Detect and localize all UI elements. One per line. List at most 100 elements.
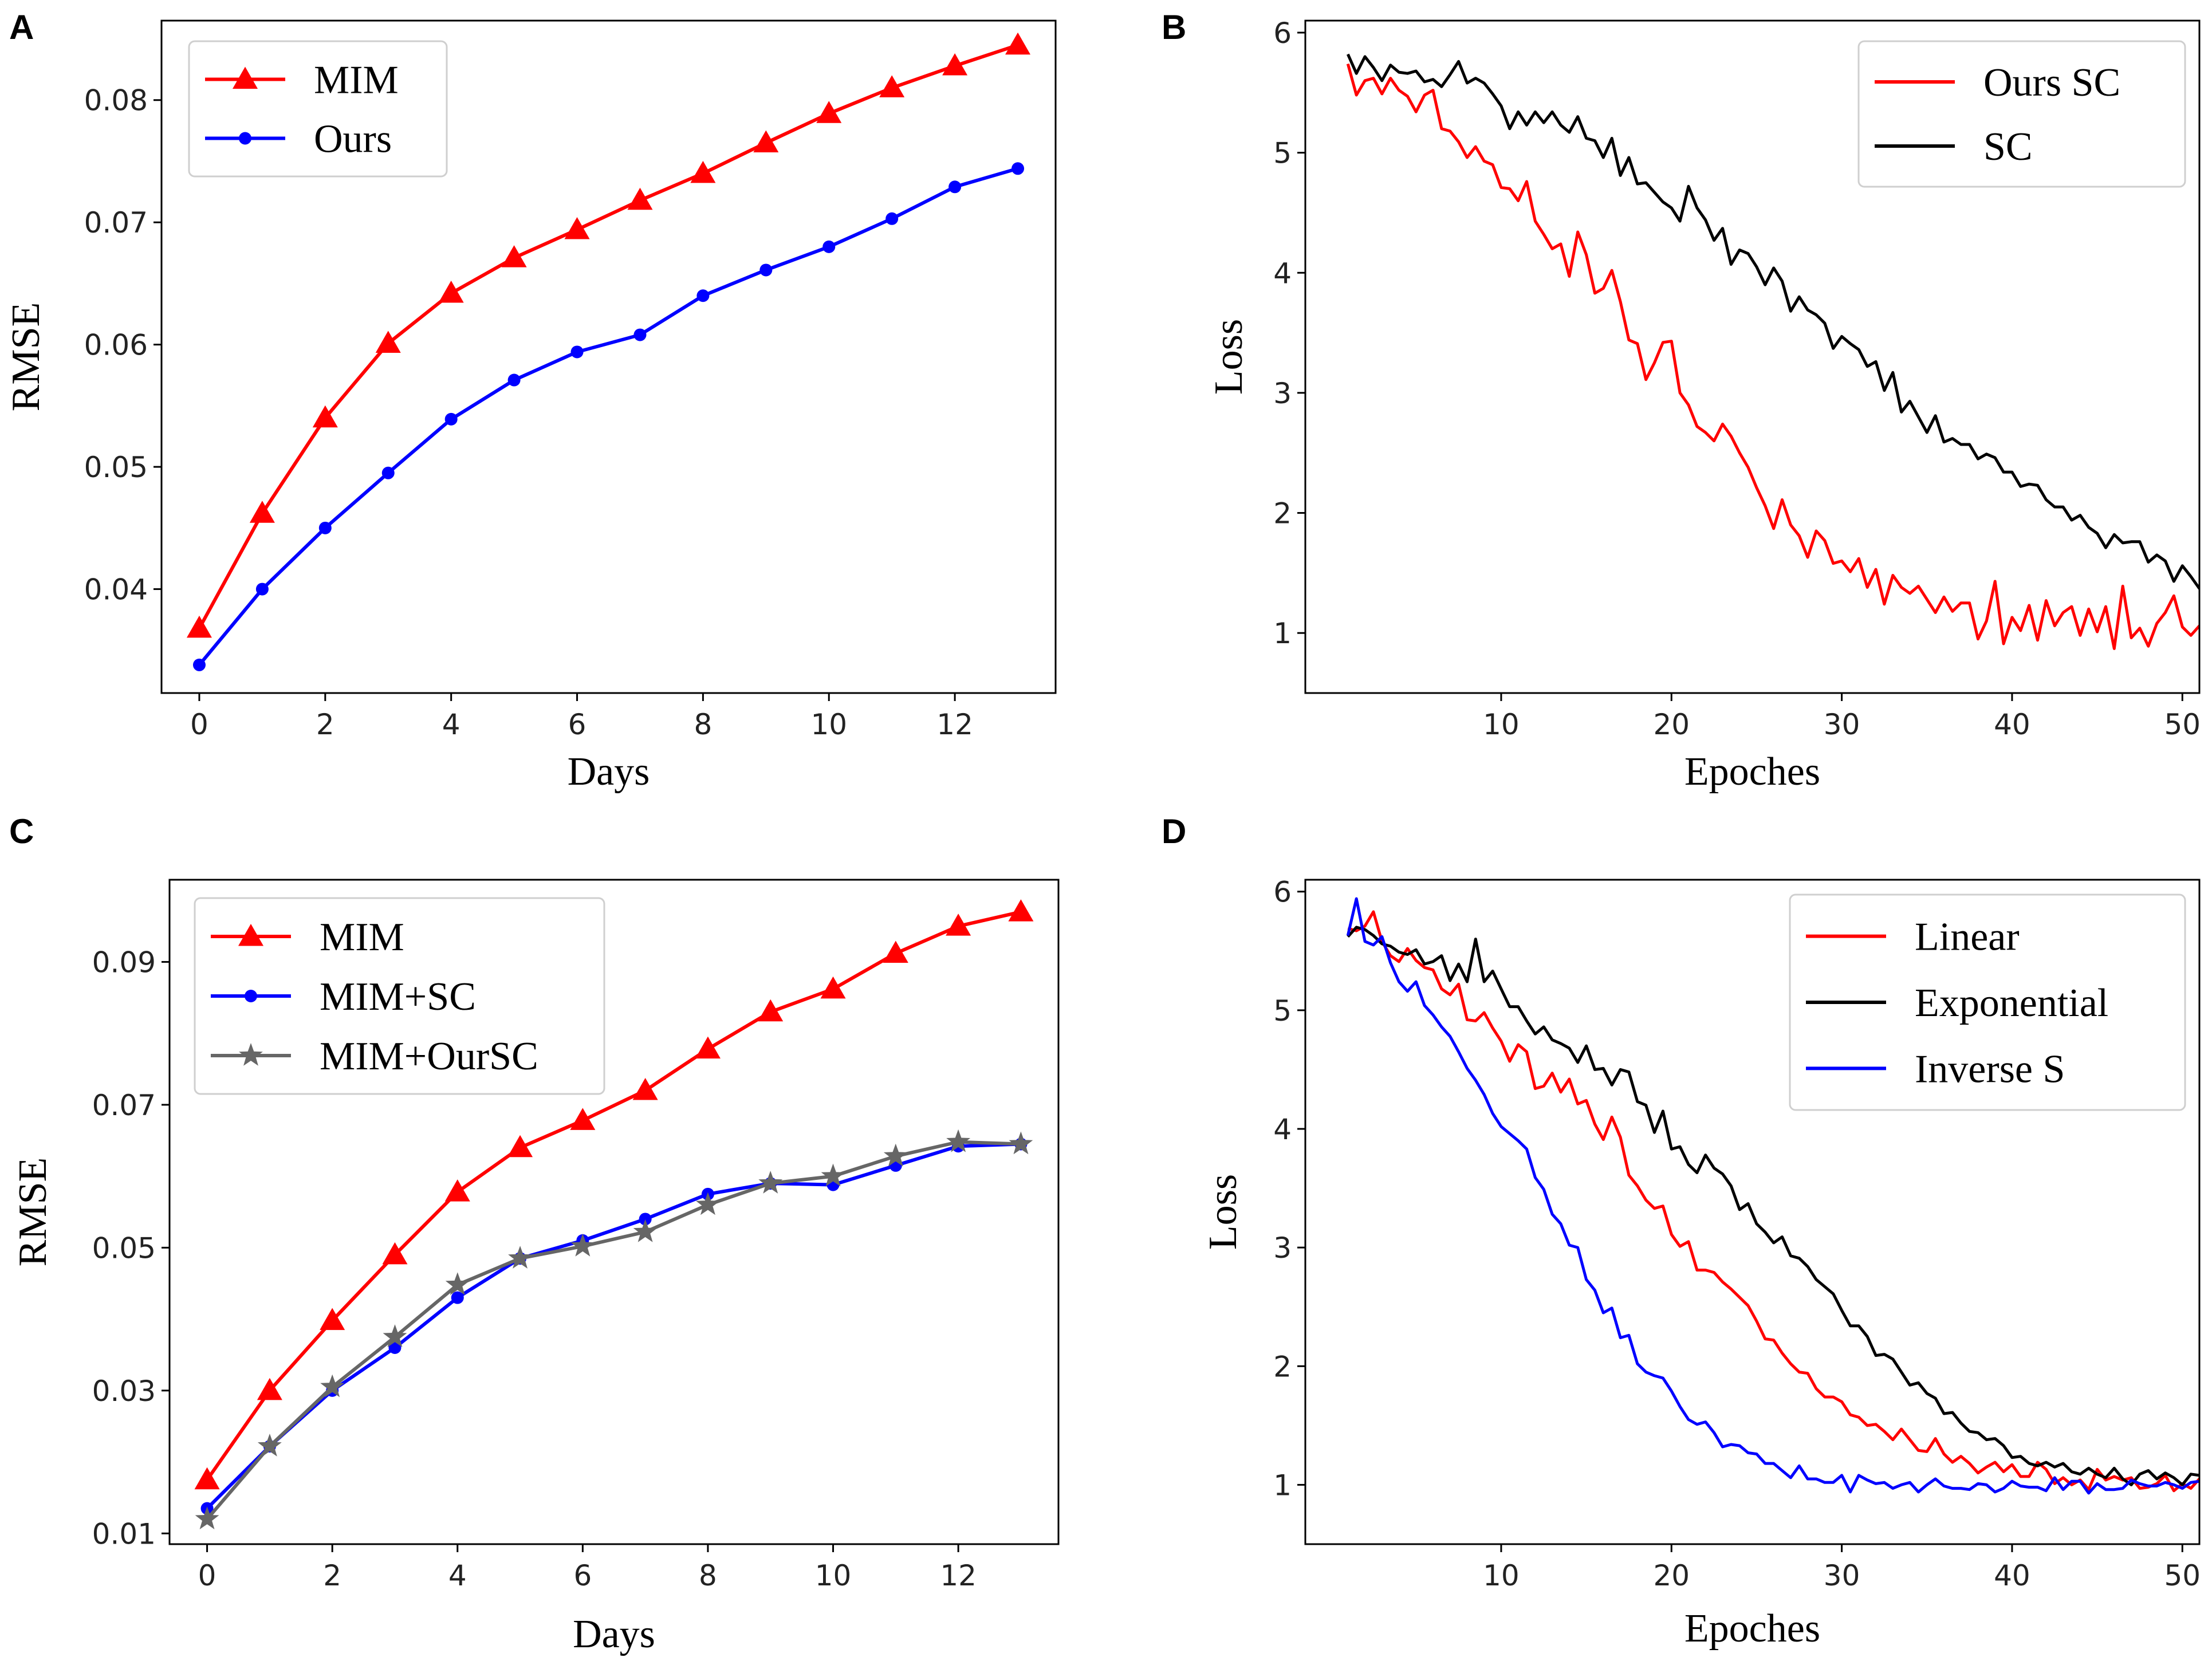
legend: MIM MIM+SC MIM+OurSC bbox=[194, 897, 605, 1095]
plot-frame bbox=[160, 19, 1057, 694]
data-point bbox=[759, 263, 773, 277]
x-tick-label: 8 bbox=[699, 1559, 717, 1592]
series-ours-sc bbox=[1346, 63, 2199, 650]
legend-box bbox=[194, 897, 605, 1095]
series-ours bbox=[192, 162, 1025, 671]
x-tick-label: 2 bbox=[323, 1559, 341, 1592]
legend-marker bbox=[239, 1043, 263, 1066]
data-point bbox=[570, 1108, 596, 1130]
data-point bbox=[320, 1374, 345, 1398]
x-tick-label: 10 bbox=[1483, 1559, 1520, 1592]
data-point bbox=[639, 1213, 652, 1226]
data-point bbox=[633, 328, 647, 341]
data-point bbox=[1009, 1131, 1033, 1155]
y-tick-label: 3 bbox=[1273, 1231, 1292, 1265]
x-tick-label: 40 bbox=[1994, 1559, 2030, 1592]
data-point bbox=[942, 53, 968, 76]
data-point bbox=[885, 212, 899, 225]
x-tick-label: 0 bbox=[190, 708, 208, 741]
legend-label: MIM bbox=[320, 915, 404, 959]
x-tick-label: 50 bbox=[2164, 1559, 2201, 1592]
data-point bbox=[507, 1135, 533, 1158]
panel-letter: A bbox=[9, 8, 34, 46]
data-point bbox=[320, 1308, 345, 1331]
series-line bbox=[1347, 53, 2199, 591]
y-tick-label: 6 bbox=[1273, 17, 1292, 50]
legend-marker bbox=[233, 66, 258, 89]
y-tick-label: 0.05 bbox=[92, 1231, 156, 1265]
data-point bbox=[879, 75, 905, 97]
data-point bbox=[758, 1171, 783, 1194]
y-tick-label: 0.07 bbox=[84, 206, 148, 239]
y-tick-label: 4 bbox=[1273, 257, 1292, 290]
x-axis-label: Epoches bbox=[1684, 1607, 1820, 1651]
data-point bbox=[445, 1272, 470, 1295]
panel-letter: C bbox=[9, 812, 34, 851]
data-point bbox=[695, 1036, 721, 1059]
y-tick-label: 0.08 bbox=[84, 84, 148, 117]
series-sc bbox=[1347, 53, 2199, 591]
series-line bbox=[1347, 926, 2199, 1486]
y-axis-label: Loss bbox=[1201, 1174, 1245, 1250]
x-tick-label: 2 bbox=[316, 708, 334, 741]
x-tick-label: 0 bbox=[198, 1559, 217, 1592]
x-tick-label: 10 bbox=[1483, 708, 1520, 741]
x-tick-label: 4 bbox=[442, 708, 460, 741]
y-tick-label: 0.07 bbox=[92, 1089, 156, 1122]
y-tick-label: 2 bbox=[1273, 1350, 1292, 1383]
data-point bbox=[255, 582, 269, 596]
x-tick-label: 30 bbox=[1824, 1559, 1860, 1592]
data-point bbox=[382, 1242, 408, 1265]
data-point bbox=[388, 1341, 402, 1354]
data-point bbox=[312, 405, 338, 428]
data-point bbox=[946, 1129, 971, 1152]
chart-panel-a: A 0 2 4 6 8 10 12 0.04 0.05 0.06 0.07 0.08 Days RMSE MI… bbox=[4, 8, 1057, 794]
legend-label: MIM+SC bbox=[320, 975, 476, 1019]
x-tick-label: 12 bbox=[936, 708, 973, 741]
data-point bbox=[816, 101, 842, 123]
data-point bbox=[381, 466, 395, 479]
plot-frame bbox=[168, 879, 1060, 1545]
data-point bbox=[948, 180, 962, 194]
data-point bbox=[444, 412, 458, 426]
data-point bbox=[508, 1246, 532, 1269]
x-tick-label: 50 bbox=[2164, 708, 2201, 741]
plot-frame bbox=[1304, 879, 2201, 1545]
y-tick-label: 0.01 bbox=[92, 1517, 156, 1550]
data-point bbox=[501, 245, 527, 267]
plot-frame bbox=[1304, 19, 2201, 694]
series-line bbox=[206, 1140, 1021, 1521]
series-line bbox=[198, 43, 1018, 629]
y-tick-label: 5 bbox=[1273, 994, 1292, 1028]
y-tick-label: 0.06 bbox=[84, 329, 148, 362]
data-point bbox=[822, 240, 836, 253]
x-tick-label: 20 bbox=[1653, 708, 1690, 741]
series-inverse-s bbox=[1346, 897, 2199, 1495]
data-point bbox=[318, 521, 332, 534]
x-tick-label: 20 bbox=[1653, 1559, 1690, 1592]
data-point bbox=[186, 615, 212, 638]
legend-marker bbox=[239, 132, 251, 145]
data-point bbox=[383, 1324, 407, 1348]
data-point bbox=[1005, 32, 1031, 55]
y-tick-label: 0.04 bbox=[84, 573, 148, 607]
data-point bbox=[564, 217, 590, 239]
legend-box bbox=[1789, 893, 2186, 1111]
y-axis-label: Loss bbox=[1207, 319, 1251, 395]
data-point bbox=[249, 501, 275, 523]
data-point bbox=[696, 1192, 720, 1215]
legend-label: Inverse S bbox=[1915, 1047, 2065, 1091]
data-point bbox=[570, 1233, 595, 1257]
y-tick-label: 0.03 bbox=[92, 1375, 156, 1408]
data-point bbox=[507, 373, 521, 387]
data-point bbox=[753, 130, 779, 152]
legend-label: Ours SC bbox=[1983, 61, 2120, 105]
series-line bbox=[1346, 63, 2199, 650]
panel-letter: D bbox=[1162, 812, 1186, 851]
series-line bbox=[198, 167, 1018, 666]
chart-panel-d: D 10 20 30 40 50 1 2 3 4 5 6 Epoches Loss Linear Expone… bbox=[1162, 812, 2201, 1651]
data-point bbox=[690, 160, 716, 183]
x-tick-label: 10 bbox=[815, 1559, 852, 1592]
y-tick-label: 1 bbox=[1273, 617, 1292, 650]
